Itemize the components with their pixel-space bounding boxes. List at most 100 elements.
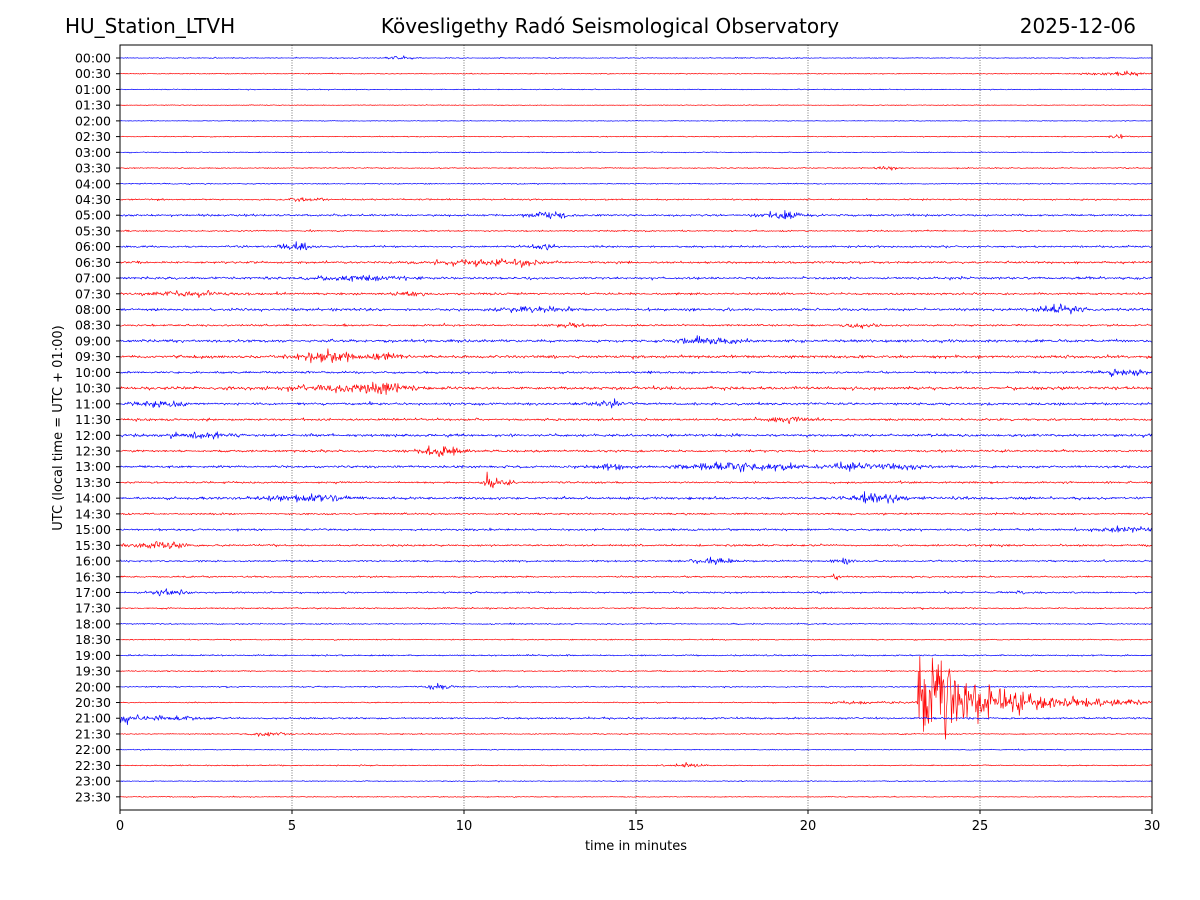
- trace-1700: [119, 588, 1153, 597]
- y-tick-label: 23:30: [75, 789, 111, 804]
- observatory-title: Kövesligethy Radó Seismological Observat…: [380, 14, 840, 38]
- x-tick-label: 5: [288, 819, 296, 834]
- trace-0500: [119, 210, 1153, 220]
- seismogram-traces: [119, 55, 1153, 798]
- trace-1530: [119, 541, 1153, 549]
- trace-0330: [119, 166, 1153, 171]
- y-tick-label: 02:00: [75, 113, 111, 128]
- y-tick-label: 23:00: [75, 774, 111, 789]
- x-tick-label: 30: [1144, 819, 1161, 834]
- trace-2200: [119, 748, 1153, 751]
- y-tick-label: 00:00: [75, 51, 111, 66]
- trace-0700: [119, 274, 1153, 282]
- trace-2300: [119, 780, 1153, 783]
- y-tick-label: 02:30: [75, 129, 111, 144]
- trace-0030: [119, 70, 1153, 77]
- y-tick-label: 10:30: [75, 381, 111, 396]
- y-tick-label: 13:30: [75, 475, 111, 490]
- trace-1930: [119, 669, 1153, 673]
- trace-0000: [119, 55, 1153, 60]
- y-tick-label: 09:00: [75, 333, 111, 348]
- date-title: 2025-12-06: [1019, 14, 1136, 38]
- trace-1030: [119, 381, 1153, 395]
- trace-0230: [119, 133, 1153, 139]
- x-tick-label: 15: [628, 819, 645, 834]
- trace-0930: [119, 348, 1153, 364]
- trace-0300: [119, 151, 1153, 154]
- y-tick-label: 17:30: [75, 601, 111, 616]
- y-tick-label: 18:30: [75, 632, 111, 647]
- y-tick-label: 07:00: [75, 271, 111, 286]
- y-tick-label: 00:30: [75, 66, 111, 81]
- y-tick-label: 04:30: [75, 192, 111, 207]
- y-tick-label: 03:30: [75, 161, 111, 176]
- y-tick-label: 01:00: [75, 82, 111, 97]
- x-axis: 0 5 10 15 20 25 30: [116, 810, 1160, 834]
- trace-2330: [119, 795, 1153, 798]
- y-tick-label: 17:00: [75, 585, 111, 600]
- y-tick-label: 07:30: [75, 286, 111, 301]
- trace-1730: [119, 606, 1153, 610]
- y-tick-label: 22:00: [75, 742, 111, 757]
- y-tick-label: 15:00: [75, 522, 111, 537]
- trace-0730: [119, 289, 1153, 299]
- y-tick-label: 16:00: [75, 554, 111, 569]
- trace-0600: [119, 241, 1153, 251]
- y-tick-label: 12:30: [75, 444, 111, 459]
- y-tick-label: 19:30: [75, 664, 111, 679]
- y-tick-label: 05:30: [75, 223, 111, 238]
- trace-0830: [119, 322, 1153, 329]
- y-tick-label: 03:00: [75, 145, 111, 160]
- trace-1300: [119, 461, 1153, 473]
- y-tick-label: 21:00: [75, 711, 111, 726]
- trace-2030: [119, 656, 1153, 740]
- y-tick-label: 19:00: [75, 648, 111, 663]
- y-tick-label: 11:00: [75, 396, 111, 411]
- y-tick-label: 09:30: [75, 349, 111, 364]
- y-tick-label: 04:00: [75, 176, 111, 191]
- grid-lines: [291, 45, 981, 810]
- trace-0200: [119, 119, 1153, 122]
- y-tick-label: 20:30: [75, 695, 111, 710]
- trace-0400: [119, 182, 1153, 186]
- y-tick-label: 22:30: [75, 758, 111, 773]
- trace-1230: [119, 445, 1153, 458]
- trace-1330: [119, 471, 1153, 489]
- trace-1500: [119, 525, 1153, 533]
- trace-0530: [119, 229, 1153, 233]
- y-tick-label: 14:00: [75, 491, 111, 506]
- y-tick-label: 13:00: [75, 459, 111, 474]
- trace-1830: [119, 638, 1153, 641]
- trace-0100: [119, 88, 1153, 91]
- x-tick-label: 25: [972, 819, 989, 834]
- y-tick-label: 01:30: [75, 98, 111, 113]
- trace-1430: [119, 512, 1153, 516]
- y-tick-label: 14:30: [75, 506, 111, 521]
- trace-0630: [119, 258, 1153, 268]
- y-tick-label: 08:30: [75, 318, 111, 333]
- y-tick-label: 06:30: [75, 255, 111, 270]
- trace-0430: [119, 197, 1153, 202]
- trace-1800: [119, 622, 1153, 626]
- y-tick-label: 21:30: [75, 726, 111, 741]
- trace-1000: [119, 368, 1153, 378]
- y-tick-label: 20:00: [75, 679, 111, 694]
- trace-1630: [119, 573, 1153, 581]
- trace-1200: [119, 431, 1153, 440]
- trace-1400: [119, 491, 1153, 504]
- y-tick-label: 06:00: [75, 239, 111, 254]
- y-tick-label: 05:00: [75, 208, 111, 223]
- trace-2230: [119, 761, 1153, 768]
- y-axis-label: UTC (local time = UTC + 01:00): [51, 325, 66, 530]
- trace-1130: [119, 416, 1153, 424]
- trace-1100: [119, 398, 1153, 409]
- trace-0130: [119, 104, 1153, 107]
- trace-2000: [119, 682, 1153, 690]
- x-axis-label: time in minutes: [585, 839, 687, 854]
- trace-2100: [119, 714, 1153, 726]
- station-title: HU_Station_LTVH: [65, 14, 236, 38]
- y-tick-label: 18:00: [75, 616, 111, 631]
- y-tick-label: 16:30: [75, 569, 111, 584]
- y-tick-label: 12:00: [75, 428, 111, 443]
